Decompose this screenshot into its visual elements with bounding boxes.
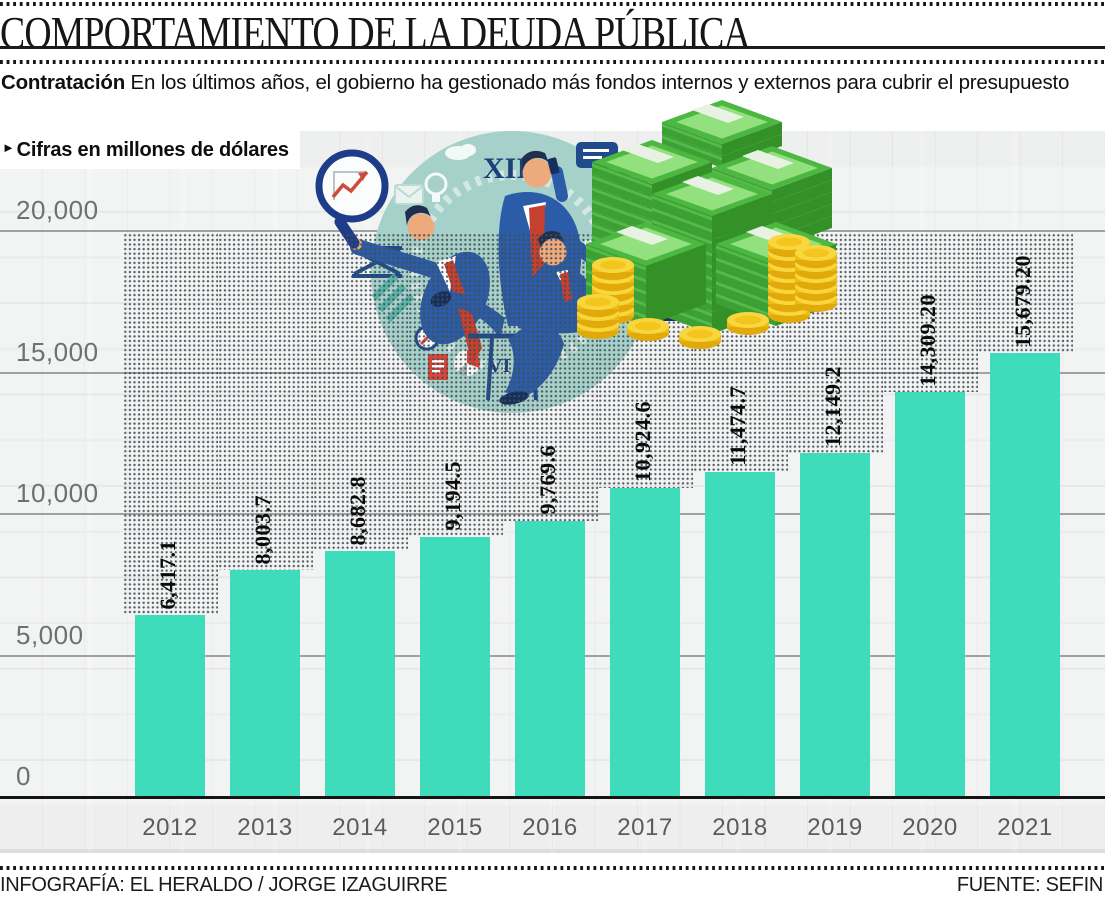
- bar: [420, 536, 490, 797]
- bar-value-label: 12,149.2: [820, 366, 845, 448]
- bar: [895, 392, 965, 797]
- bar-value-label: 9,194.5: [440, 461, 465, 531]
- bar: [990, 353, 1060, 797]
- x-axis-year-label: 2016: [522, 814, 578, 841]
- bar: [515, 520, 585, 797]
- halftone-strip: [882, 233, 978, 393]
- infographic-credit: INFOGRAFÍA: EL HERALDO / JORGE IZAGUIRRE: [0, 874, 448, 896]
- x-axis-year-label: 2020: [902, 814, 958, 841]
- halftone-strip: [122, 233, 218, 616]
- y-tick-label: 15,000: [16, 336, 99, 367]
- bar-value-label: 6,417.1: [155, 539, 180, 610]
- triangle-marker-icon: ►: [2, 140, 15, 155]
- lede-paragraph: Contratación En los últimos años, el gob…: [1, 69, 1081, 96]
- y-tick-label: 0: [16, 761, 31, 791]
- lede-text: En los últimos años, el gobierno ha gest…: [125, 71, 1070, 94]
- x-axis-year-label: 2015: [427, 814, 483, 841]
- x-axis-year-label: 2021: [997, 814, 1053, 841]
- title-underline: [0, 46, 1105, 49]
- gridline: [0, 230, 1105, 232]
- bar-value-label: 8,682.8: [345, 475, 370, 546]
- bar-value-label: 9,769.6: [535, 445, 560, 515]
- bar: [325, 551, 395, 797]
- bar-value-label: 8,003.7: [250, 495, 275, 565]
- x-axis-year-label: 2017: [617, 814, 673, 841]
- source-credit: FUENTE: SEFIN: [956, 874, 1103, 896]
- top-dotted-rule: [0, 2, 1105, 6]
- bar: [610, 487, 680, 797]
- bar-value-label: 10,924.6: [630, 400, 655, 482]
- bar: [230, 570, 300, 797]
- bar: [705, 472, 775, 797]
- x-axis-year-label: 2019: [807, 814, 863, 841]
- y-tick-label: 10,000: [16, 478, 99, 508]
- x-axis-year-label: 2013: [237, 814, 293, 841]
- bar-value-label: 14,309.20: [915, 293, 940, 387]
- bar: [135, 615, 205, 797]
- bar: [800, 453, 870, 797]
- x-axis-year-label: 2018: [712, 814, 768, 841]
- lede-kicker: Contratación: [1, 71, 126, 94]
- y-tick-label: 20,000: [16, 195, 99, 225]
- page-title: COMPORTAMIENTO DE LA DEUDA PÚBLICA: [0, 7, 751, 58]
- units-label: ► Cifras en millones de dólares: [2, 139, 289, 162]
- footer-dotted-rule: [0, 866, 1105, 870]
- units-text: Cifras en millones de dólares: [16, 139, 289, 161]
- halftone-strip: [977, 233, 1073, 354]
- x-axis-baseline: [0, 796, 1105, 799]
- bar-value-label: 11,474.7: [725, 386, 750, 467]
- x-axis-year-label: 2012: [142, 814, 198, 841]
- bar-value-label: 15,679.20: [1010, 254, 1035, 348]
- halftone-strip: [217, 233, 313, 571]
- x-axis-year-label: 2014: [332, 814, 388, 841]
- x-axis-band: [0, 805, 1105, 853]
- y-tick-label: 5,000: [16, 619, 84, 650]
- units-label-box: [0, 131, 300, 169]
- header-dotted-rule: [0, 60, 1105, 64]
